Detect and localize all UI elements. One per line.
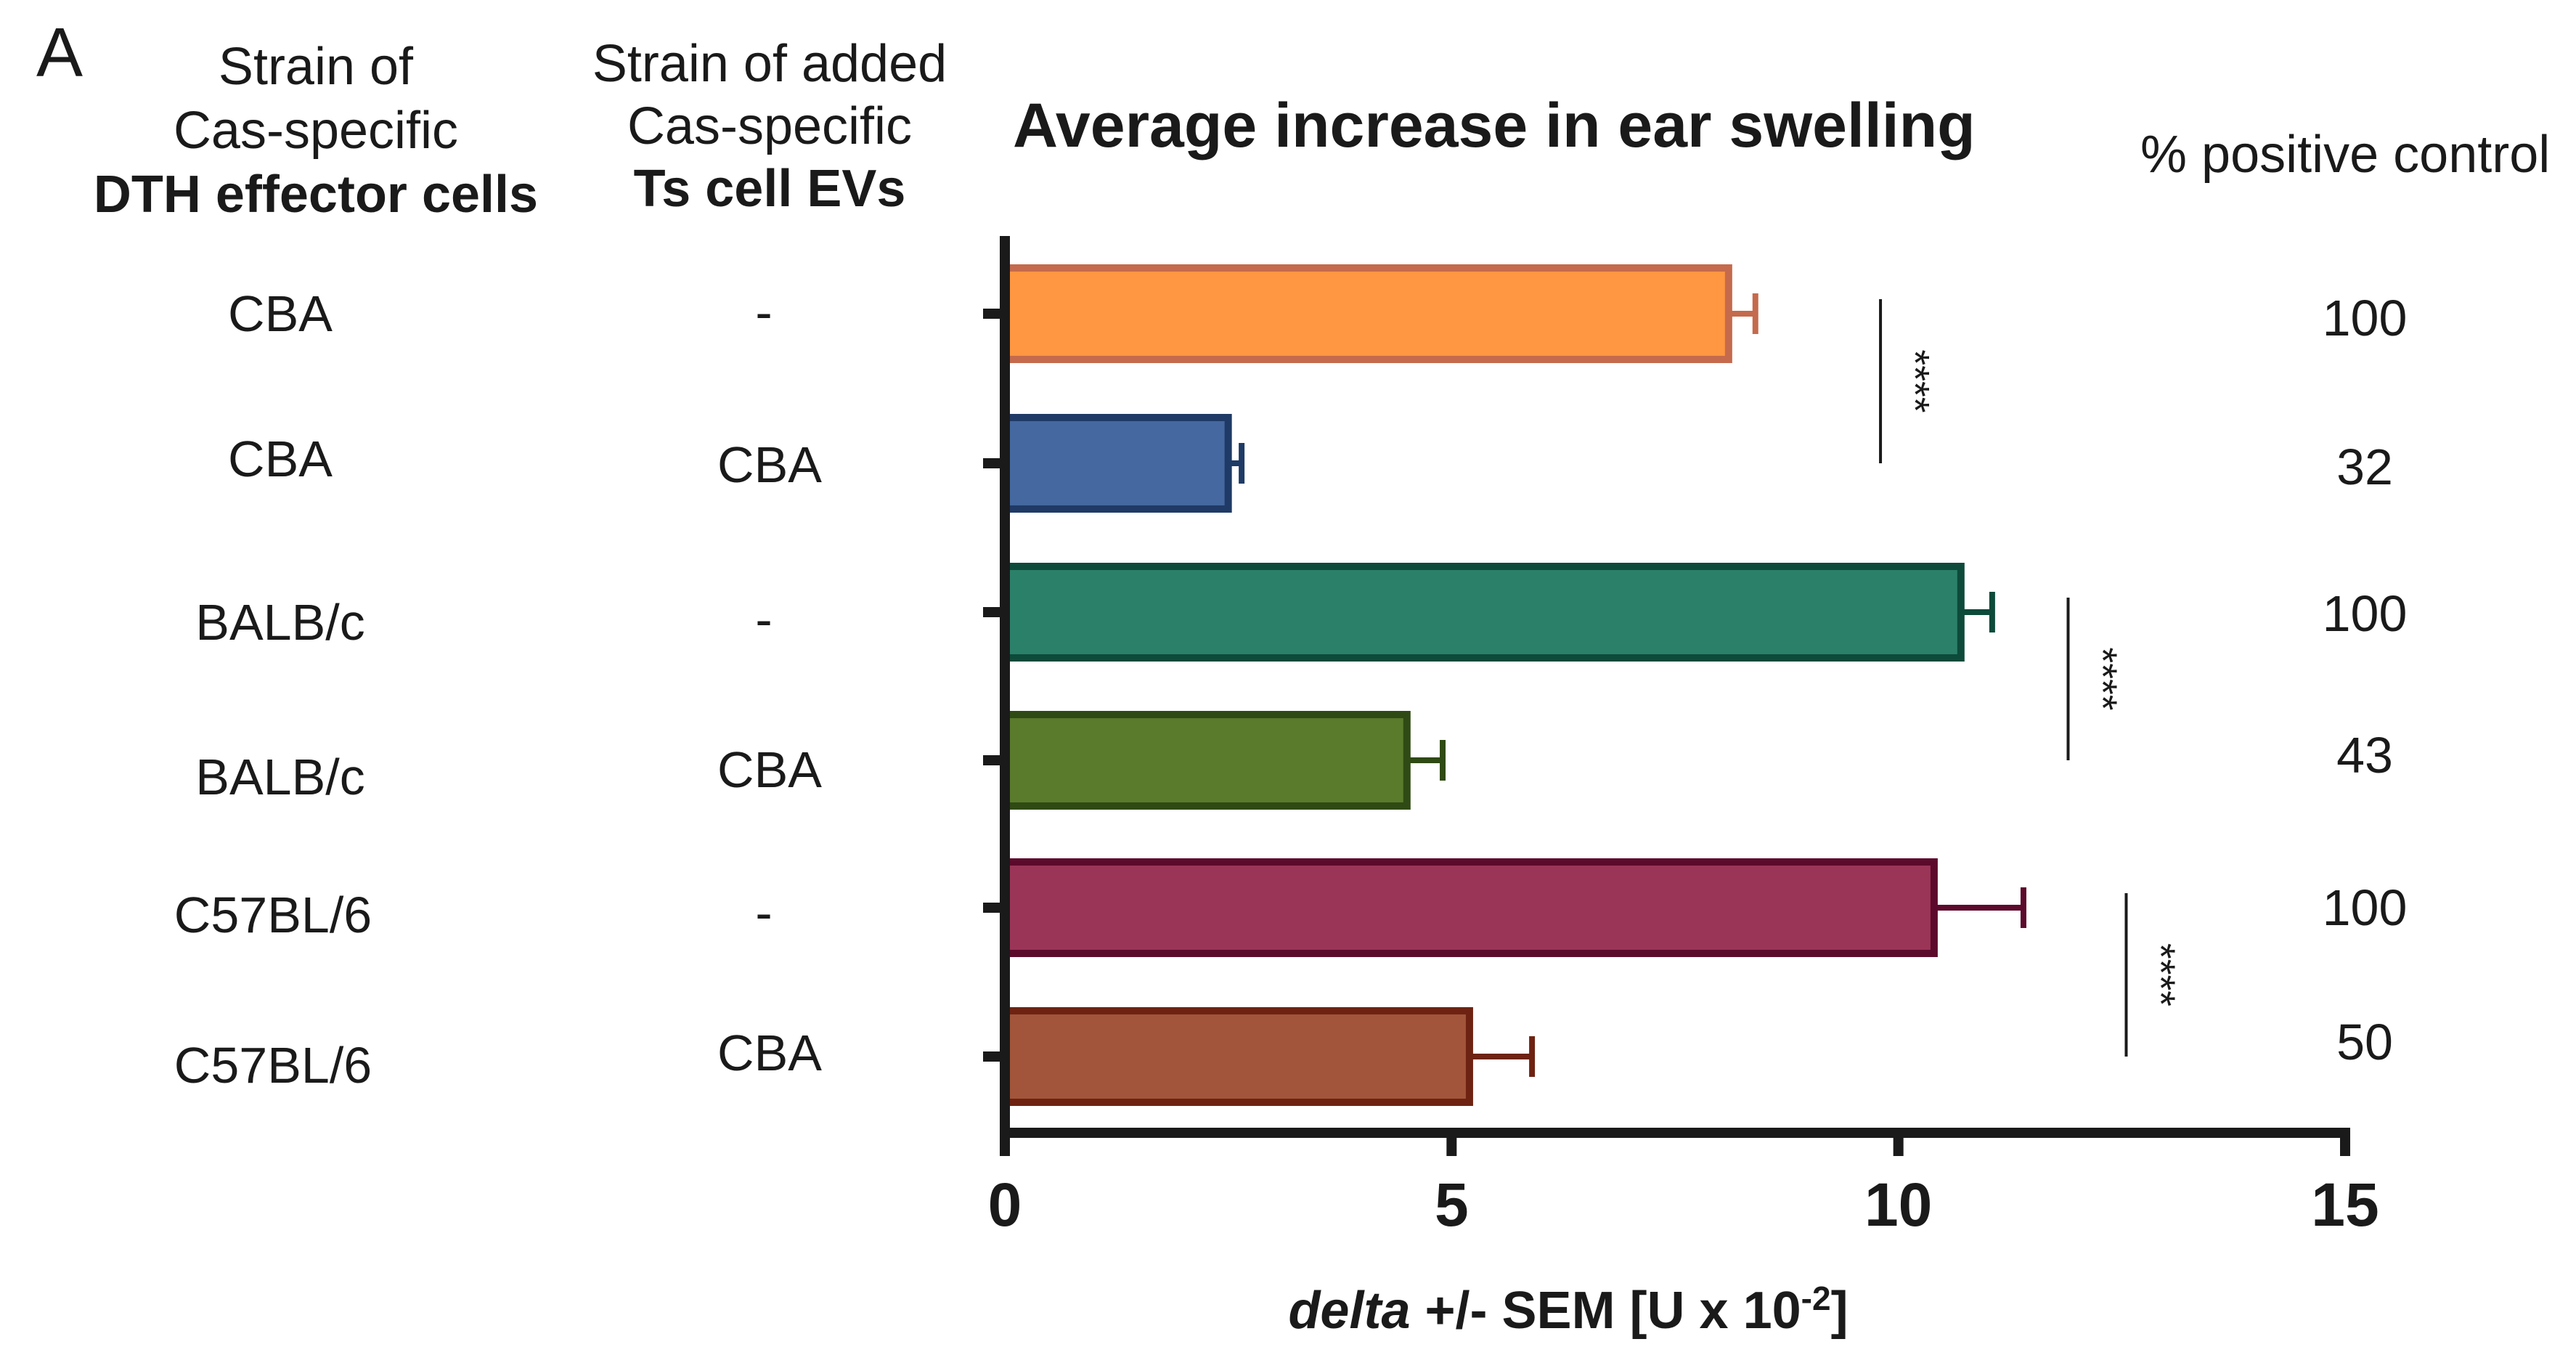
row-effector-3: BALB/c [195, 749, 365, 805]
row-ts-4: - [755, 884, 773, 941]
significance-label-0: **** [1893, 349, 1939, 412]
x-axis-label-italic: delta [1288, 1282, 1411, 1340]
row-effector-2: BALB/c [195, 594, 365, 651]
ts-header-line2: Cas-specific [627, 97, 913, 155]
row-effector-0: CBA [228, 285, 333, 342]
panel-label: A [36, 14, 83, 91]
x-tick-label-3: 15 [2311, 1171, 2379, 1239]
ts-column-header: Strain of added Cas-specific Ts cell EVs [552, 33, 987, 220]
x-tick-label-1: 5 [1435, 1171, 1469, 1239]
row-ts-5: CBA [717, 1025, 822, 1081]
ts-header-line1: Strain of added [592, 35, 947, 93]
axes-layer: 0 5 10 15 [983, 236, 2379, 1239]
bar-1 [1001, 414, 1232, 513]
effector-header-line3: DTH effector cells [93, 166, 539, 224]
bar-5 [1001, 1007, 1473, 1106]
bar-4 [1001, 858, 1938, 957]
x-tick-label-0: 0 [988, 1171, 1022, 1239]
x-axis-label-end: ] [1830, 1282, 1849, 1340]
significance-label-2: **** [2138, 943, 2184, 1006]
row-ts-3: CBA [717, 741, 822, 798]
x-axis-label-sup: -2 [1801, 1279, 1831, 1317]
effector-header-line1: Strain of [218, 38, 414, 96]
row-effector-1: CBA [228, 431, 333, 487]
row-pct-5: 50 [2336, 1014, 2393, 1070]
x-axis-label-rest: +/- SEM [U x 10 [1410, 1282, 1801, 1340]
row-pct-0: 100 [2322, 290, 2408, 346]
bar-0 [1001, 264, 1732, 363]
bar-3 [1001, 711, 1411, 810]
row-effector-4: C57BL/6 [174, 887, 372, 943]
x-tick-label-2: 10 [1864, 1171, 1932, 1239]
bars-layer [1001, 264, 2026, 1106]
row-pct-4: 100 [2322, 879, 2408, 936]
significance-label-1: **** [2080, 647, 2126, 710]
row-pct-1: 32 [2336, 439, 2393, 495]
significance-layer: **** **** **** [1879, 299, 2184, 1057]
row-ts-2: - [755, 591, 773, 648]
chart-title: Average increase in ear swelling [1013, 91, 1976, 160]
effector-column-header: Strain of Cas-specific DTH effector cell… [65, 35, 566, 227]
row-ts-1: CBA [717, 436, 822, 493]
ts-header-line3: Ts cell EVs [633, 160, 906, 218]
x-axis-label: delta +/- SEM [U x 10-2] [1288, 1282, 1848, 1337]
effector-header-line2: Cas-specific [173, 102, 459, 160]
pct-column-header: % positive control [2140, 126, 2551, 184]
bar-2 [1001, 563, 1965, 662]
row-pct-3: 43 [2336, 727, 2393, 784]
row-effector-5: C57BL/6 [174, 1037, 372, 1094]
row-ts-0: - [755, 284, 773, 341]
row-pct-2: 100 [2322, 585, 2408, 642]
